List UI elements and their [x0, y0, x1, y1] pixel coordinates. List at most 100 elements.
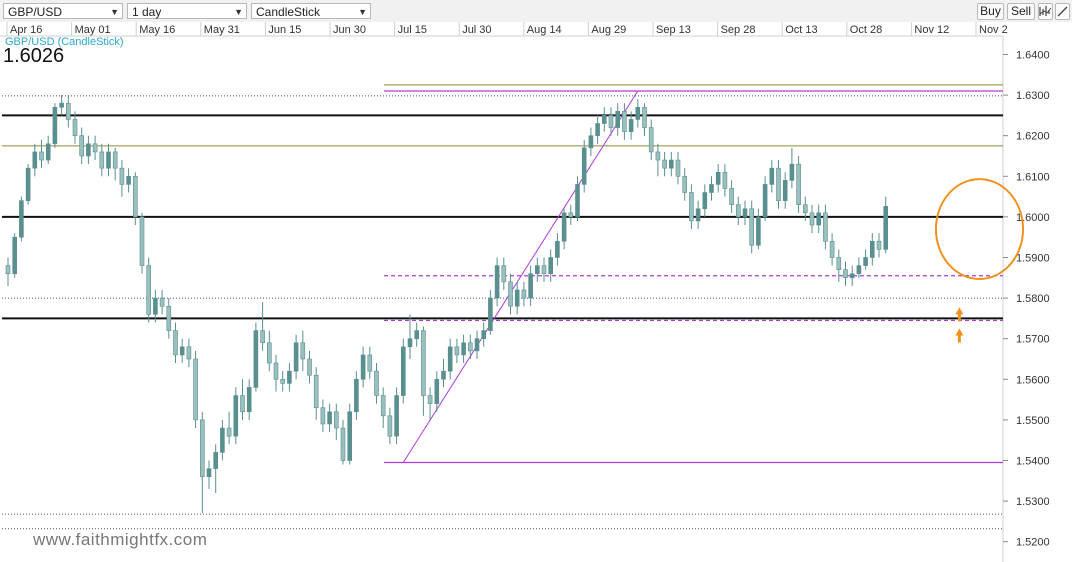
candle-body: [715, 171, 721, 185]
candle-body: [829, 240, 835, 258]
candle-body: [849, 273, 855, 279]
candle-body: [300, 342, 306, 360]
chevron-down-icon: ▼: [358, 7, 367, 17]
candle-body: [387, 415, 393, 437]
candle-body: [360, 354, 366, 380]
candle-body: [802, 204, 808, 214]
candle-body: [45, 143, 51, 161]
candle-body: [561, 212, 567, 242]
candle-body: [709, 184, 714, 193]
y-tick-label: 1.6100: [1016, 171, 1050, 183]
last-price: 1.6026: [3, 45, 65, 67]
candle-body: [153, 297, 158, 315]
period-select[interactable]: 1 day ▼: [127, 3, 247, 19]
candle-body: [266, 342, 272, 364]
draw-button[interactable]: [1055, 3, 1070, 20]
candle-body: [441, 370, 446, 380]
x-tick-label: Aug 29: [591, 24, 626, 36]
candle-body: [126, 175, 131, 185]
candle-body: [461, 342, 466, 356]
candle-body: [581, 147, 587, 185]
y-tick-label: 1.6000: [1016, 212, 1050, 224]
candle-body: [186, 346, 192, 360]
price-chart[interactable]: Apr 16 May 01 May 16 May 31 Jun 15 Jun 30 Jul …: [0, 22, 1072, 562]
candle-body: [675, 159, 681, 177]
candle-body: [260, 330, 265, 344]
chart-type-select[interactable]: CandleStick ▼: [251, 3, 371, 19]
sell-button[interactable]: Sell: [1007, 3, 1035, 20]
chevron-down-icon: ▼: [110, 7, 119, 17]
candle-body: [280, 378, 286, 384]
arrow-up-icon: [955, 328, 964, 343]
candle-body: [869, 240, 875, 258]
candle-body: [313, 374, 319, 409]
candle-body: [327, 411, 332, 425]
candle-body: [702, 192, 708, 210]
candle-body: [407, 338, 413, 348]
candle-body: [467, 342, 473, 352]
candle-body: [528, 273, 533, 299]
symbol-select[interactable]: GBP/USD ▼: [3, 3, 123, 19]
x-tick-label: May 01: [75, 24, 111, 36]
candle-body: [5, 265, 11, 275]
chart-type-select-value: CandleStick: [256, 5, 321, 19]
arrow-up-icon: [955, 307, 964, 322]
candle-body: [622, 111, 627, 132]
candle-body: [601, 115, 607, 124]
candle-body: [166, 305, 172, 331]
x-tick-label: Sep 13: [656, 24, 691, 36]
candle-body: [729, 188, 734, 206]
candle-body: [307, 358, 312, 376]
candle-body: [12, 236, 17, 275]
x-tick-label: Nov 2: [979, 24, 1008, 36]
candle-body: [112, 151, 118, 169]
watermark: www.faithmightfx.com: [33, 530, 208, 549]
candle-body: [347, 411, 353, 461]
x-tick-label: May 16: [139, 24, 175, 36]
candle-body: [534, 265, 540, 275]
candle-body: [454, 346, 460, 356]
candle-body: [494, 265, 500, 299]
x-tick-label: Jul 15: [398, 24, 427, 36]
trendline[interactable]: [402, 90, 639, 463]
candle-body: [92, 143, 98, 153]
candle-body: [367, 354, 373, 372]
x-tick-label: Apr 16: [10, 24, 42, 36]
candle-body: [19, 200, 24, 238]
candle-body: [119, 167, 125, 185]
candle-body: [333, 411, 339, 429]
x-tick-label: Nov 12: [914, 24, 949, 36]
buy-button[interactable]: Buy: [977, 3, 1004, 20]
candle-body: [320, 407, 326, 425]
candle-body: [883, 206, 889, 250]
candle-body: [414, 330, 420, 339]
chart-toolbar: GBP/USD ▼ 1 day ▼ CandleStick ▼ Buy Sell: [0, 0, 1072, 23]
candle-body: [421, 330, 426, 396]
x-tick-label: Jun 15: [268, 24, 301, 36]
candle-body: [146, 265, 151, 315]
candle-body: [354, 378, 359, 413]
candle-body: [66, 102, 71, 120]
candle-body: [541, 265, 547, 275]
candle-body: [796, 163, 801, 206]
indicator-button[interactable]: [1038, 3, 1053, 20]
y-tick-label: 1.5500: [1016, 415, 1050, 427]
candle-body: [213, 452, 218, 469]
candle-body: [287, 370, 292, 384]
candle-body: [568, 212, 574, 218]
candle-body: [756, 216, 761, 246]
candle-body: [226, 427, 232, 437]
candle-body: [722, 171, 728, 189]
highlight-circle: [934, 178, 1025, 281]
chevron-down-icon: ▼: [234, 7, 243, 17]
candle-body: [789, 163, 795, 181]
y-tick-label: 1.6300: [1016, 90, 1050, 102]
candle-body: [79, 135, 84, 157]
candle-body: [501, 265, 507, 283]
y-tick-label: 1.5200: [1016, 537, 1050, 549]
candle-body: [474, 338, 480, 352]
candle-body: [25, 167, 31, 201]
candle-body: [233, 395, 239, 437]
candle-body: [59, 102, 64, 108]
candle-body: [816, 212, 822, 226]
